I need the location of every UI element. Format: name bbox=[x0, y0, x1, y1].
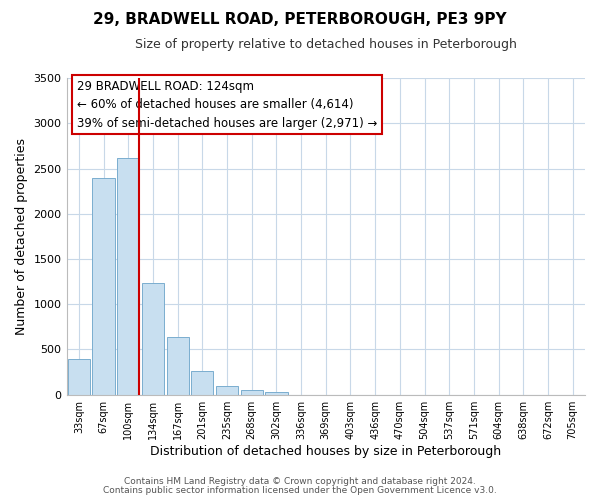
Bar bbox=[216, 386, 238, 394]
Text: Contains public sector information licensed under the Open Government Licence v3: Contains public sector information licen… bbox=[103, 486, 497, 495]
Bar bbox=[117, 158, 139, 394]
Bar bbox=[265, 392, 287, 394]
X-axis label: Distribution of detached houses by size in Peterborough: Distribution of detached houses by size … bbox=[150, 444, 502, 458]
Text: 29 BRADWELL ROAD: 124sqm
← 60% of detached houses are smaller (4,614)
39% of sem: 29 BRADWELL ROAD: 124sqm ← 60% of detach… bbox=[77, 80, 377, 130]
Text: Contains HM Land Registry data © Crown copyright and database right 2024.: Contains HM Land Registry data © Crown c… bbox=[124, 477, 476, 486]
Bar bbox=[191, 371, 214, 394]
Bar bbox=[142, 282, 164, 395]
Bar bbox=[241, 390, 263, 394]
Y-axis label: Number of detached properties: Number of detached properties bbox=[15, 138, 28, 335]
Title: Size of property relative to detached houses in Peterborough: Size of property relative to detached ho… bbox=[135, 38, 517, 51]
Text: 29, BRADWELL ROAD, PETERBOROUGH, PE3 9PY: 29, BRADWELL ROAD, PETERBOROUGH, PE3 9PY bbox=[93, 12, 507, 28]
Bar bbox=[167, 337, 189, 394]
Bar bbox=[68, 358, 90, 394]
Bar bbox=[92, 178, 115, 394]
